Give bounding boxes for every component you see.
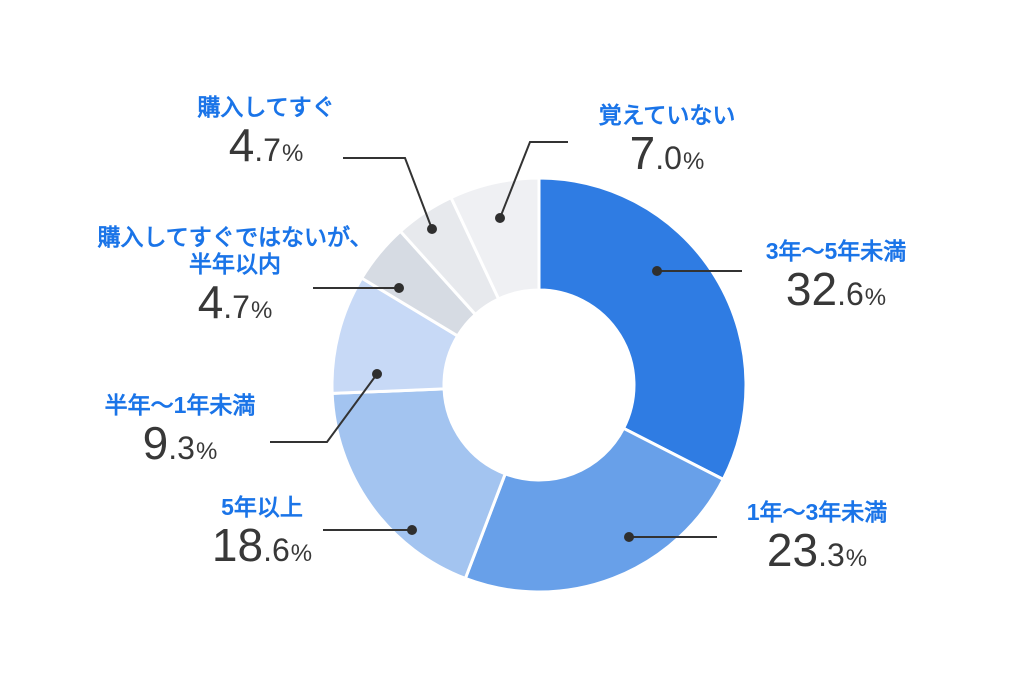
percent-unit: %: [682, 148, 705, 176]
slice-label-3yr-5yr: 3年〜5年未満: [765, 238, 907, 264]
percent-integer: 7: [629, 127, 656, 180]
leader-line-6mo-1yr: [270, 373, 378, 443]
leader-dots: [372, 213, 662, 542]
label-group-within-6mo: 購入してすぐではないが、半年以内 4.7%: [89, 224, 381, 326]
leader-lines: [270, 141, 742, 538]
label-group-6mo-1yr: 半年〜1年未満 9.3%: [105, 392, 256, 467]
percent-unit: %: [845, 545, 868, 573]
percent-integer: 32: [785, 263, 838, 316]
percent-decimal: .6: [837, 276, 864, 313]
slice-value-3yr-5yr: 32.6%: [766, 266, 907, 313]
percent-unit: %: [290, 540, 313, 568]
leader-dot-over-5yr: [407, 525, 417, 535]
percent-unit: %: [864, 284, 887, 312]
leader-dot-within-6mo: [394, 283, 404, 293]
label-group-1yr-3yr: 1年〜3年未満 23.3%: [747, 499, 888, 574]
label-group-3yr-5yr: 3年〜5年未満 32.6%: [766, 238, 907, 313]
label-group-over-5yr: 5年以上 18.6%: [212, 494, 312, 569]
percent-unit: %: [250, 297, 273, 325]
leader-dot-1yr-3yr: [624, 532, 634, 542]
donut-slices: [330, 176, 748, 594]
percent-decimal: .7: [223, 289, 250, 326]
slice-label-right-away: 購入してすぐ: [197, 94, 335, 120]
percent-integer: 18: [211, 519, 264, 572]
slice-label-within-6mo: 購入してすぐではないが、半年以内: [97, 224, 373, 278]
donut-slice-0[interactable]: [537, 176, 748, 481]
leader-line-right-away: [343, 157, 433, 230]
percent-integer: 4: [228, 119, 255, 172]
percent-decimal: .0: [655, 140, 682, 177]
percent-integer: 9: [142, 417, 169, 470]
percent-integer: 4: [197, 276, 224, 329]
slice-value-dont-remember: 7.0%: [599, 130, 736, 177]
donut-slice-1[interactable]: [463, 426, 725, 594]
label-group-dont-remember: 覚えていない 7.0%: [599, 102, 736, 177]
percent-integer: 23: [766, 524, 819, 577]
leader-dot-right-away: [427, 224, 437, 234]
slice-label-over-5yr: 5年以上: [221, 494, 303, 520]
slice-value-1yr-3yr: 23.3%: [747, 527, 888, 574]
percent-decimal: .7: [254, 132, 281, 169]
leader-dot-6mo-1yr: [372, 369, 382, 379]
slice-label-6mo-1yr: 半年〜1年未満: [104, 392, 256, 418]
label-group-right-away: 購入してすぐ 4.7%: [197, 94, 334, 169]
percent-unit: %: [281, 140, 304, 168]
donut-slice-2[interactable]: [330, 387, 507, 580]
percent-unit: %: [195, 438, 218, 466]
slice-value-within-6mo: 4.7%: [89, 279, 381, 326]
leader-dot-dont-remember: [495, 213, 505, 223]
leader-dot-3yr-5yr: [652, 266, 662, 276]
slice-value-6mo-1yr: 9.3%: [105, 420, 256, 467]
slice-value-over-5yr: 18.6%: [212, 522, 312, 569]
leader-line-dont-remember: [499, 141, 568, 219]
donut-slice-6[interactable]: [449, 176, 541, 301]
slice-label-dont-remember: 覚えていない: [598, 102, 736, 128]
slice-label-1yr-3yr: 1年〜3年未満: [746, 499, 888, 525]
percent-decimal: .3: [818, 537, 845, 574]
percent-decimal: .3: [168, 430, 195, 467]
percent-decimal: .6: [263, 532, 290, 569]
slice-value-right-away: 4.7%: [197, 122, 334, 169]
